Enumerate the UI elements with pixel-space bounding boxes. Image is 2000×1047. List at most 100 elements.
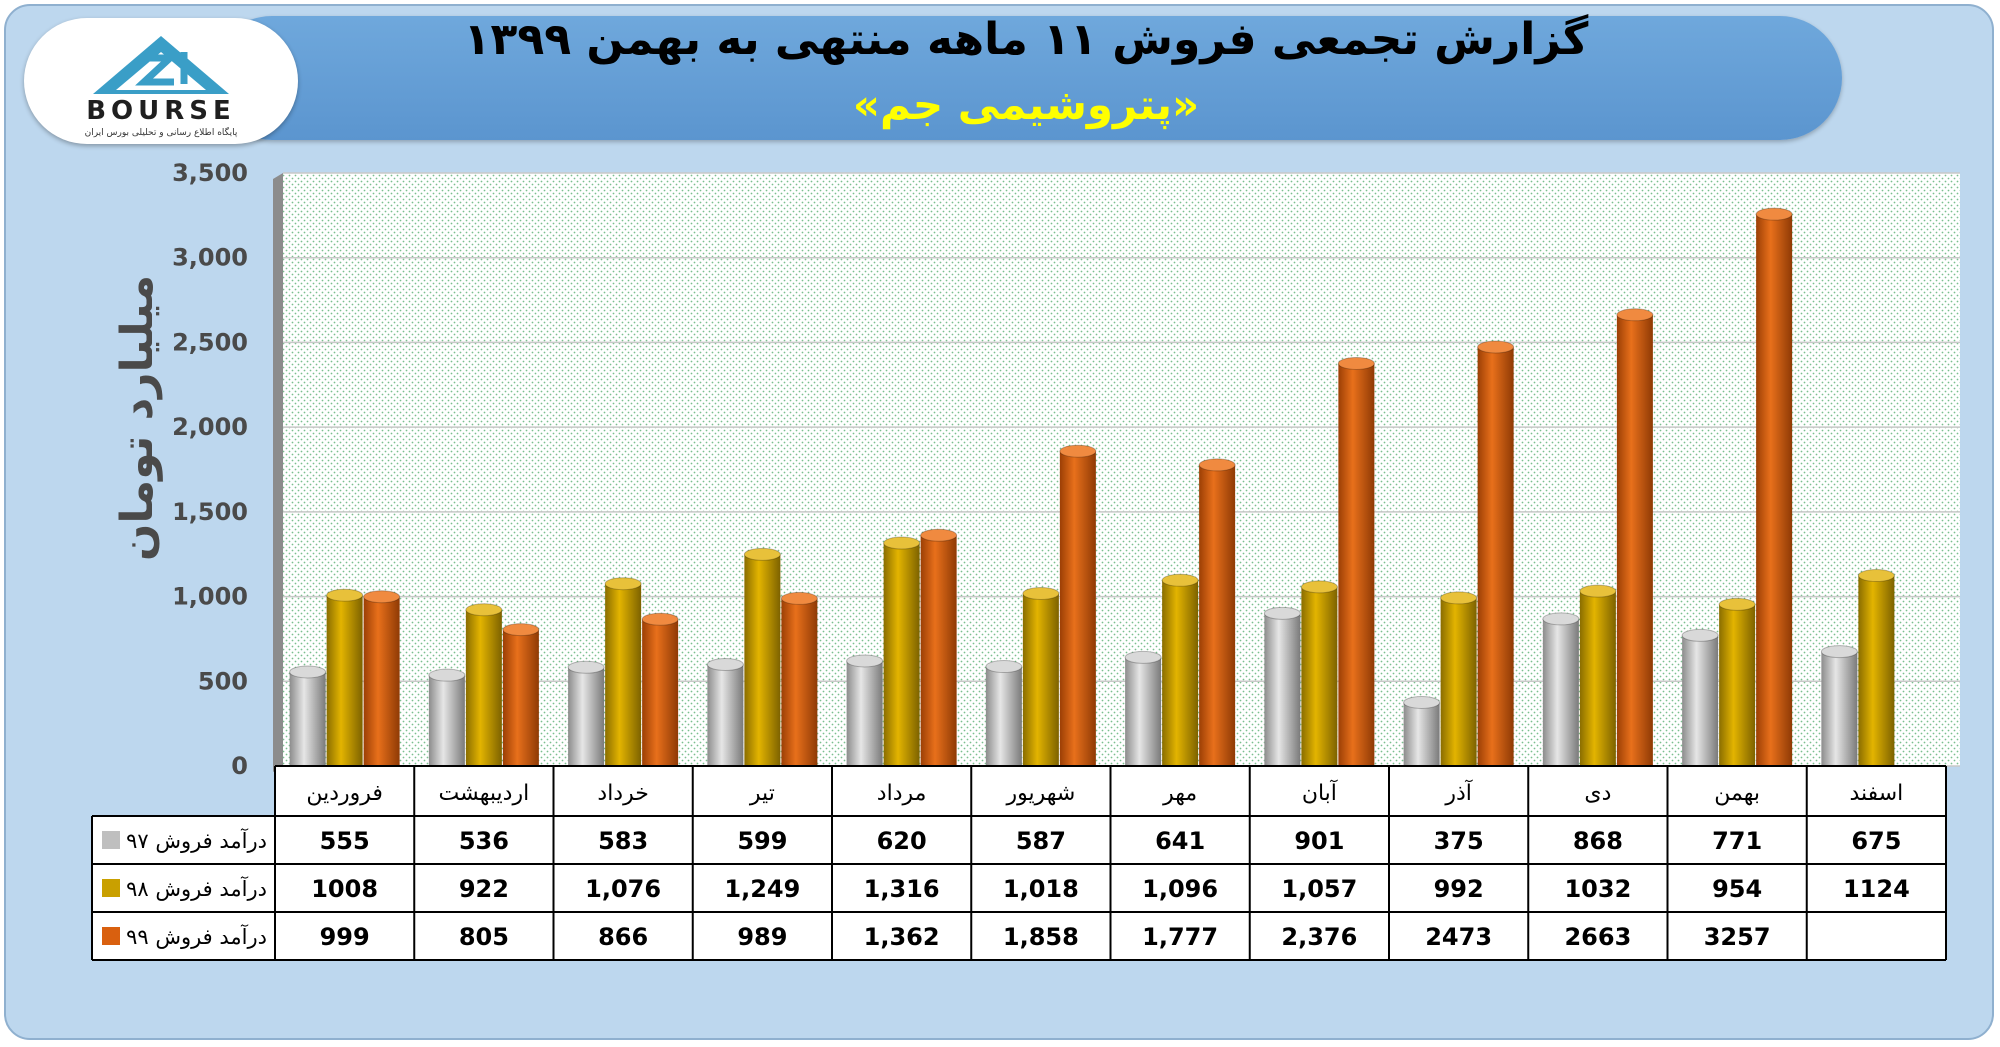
x-tick-label: اردیبهشت — [439, 781, 530, 806]
data-label: 2663 — [1564, 923, 1631, 951]
data-label: 1124 — [1843, 875, 1910, 903]
plot-area — [283, 173, 1960, 766]
data-label: 555 — [320, 827, 370, 855]
bar-97 — [289, 665, 327, 772]
data-label: 1,362 — [864, 923, 940, 951]
x-tick-label: شهریور — [1005, 781, 1075, 806]
bar-98 — [1440, 591, 1478, 772]
data-label: 1,076 — [585, 875, 661, 903]
bar-99 — [920, 528, 958, 772]
bar-98 — [743, 547, 781, 772]
data-label: 536 — [459, 827, 509, 855]
title-banner — [210, 16, 1842, 140]
legend-swatch — [102, 927, 120, 945]
bar-97 — [706, 658, 744, 772]
y-tick-label: 3,500 — [172, 159, 248, 187]
x-tick-label: تیر — [749, 781, 775, 806]
bar-99 — [1198, 458, 1236, 772]
bar-97 — [428, 668, 466, 772]
bar-99 — [1477, 340, 1515, 772]
data-label: 1,057 — [1281, 875, 1357, 903]
bar-97 — [1263, 606, 1301, 772]
bar-99 — [641, 612, 679, 772]
bar-97 — [1820, 645, 1858, 772]
logo-subtext: پایگاه اطلاع رسانی و تحلیلی بورس ایران — [84, 128, 238, 138]
data-label: 866 — [598, 923, 648, 951]
y-tick-label: 1,000 — [172, 583, 248, 611]
data-label: 675 — [1851, 827, 1901, 855]
data-label: 587 — [1016, 827, 1066, 855]
x-tick-label: اسفند — [1849, 781, 1903, 806]
bar-98 — [1022, 587, 1060, 772]
data-label: 1,777 — [1142, 923, 1218, 951]
bar-99 — [1616, 308, 1654, 772]
bar-97 — [1403, 695, 1441, 772]
data-label: 868 — [1573, 827, 1623, 855]
x-tick-label: دی — [1584, 781, 1611, 806]
legend-swatch — [102, 831, 120, 849]
data-label: 1,316 — [864, 875, 940, 903]
data-label: 805 — [459, 923, 509, 951]
bar-98 — [604, 577, 642, 772]
legend-entry: درآمد فروش ۹۸ — [126, 876, 267, 901]
x-tick-label: بهمن — [1714, 781, 1760, 806]
data-label: 1,858 — [1003, 923, 1079, 951]
y-tick-label: 1,500 — [172, 498, 248, 526]
bar-99 — [363, 590, 401, 772]
y-axis-title: میلیارد تومان — [112, 275, 163, 561]
data-label: 599 — [737, 827, 787, 855]
data-label: 901 — [1294, 827, 1344, 855]
data-label: 989 — [737, 923, 787, 951]
bar-98 — [1161, 573, 1199, 772]
bar-98 — [1718, 597, 1756, 772]
bar-99 — [1059, 444, 1097, 772]
logo-mark-icon — [93, 36, 229, 94]
data-label: 641 — [1155, 827, 1205, 855]
data-label: 1032 — [1564, 875, 1631, 903]
data-label: 1008 — [311, 875, 378, 903]
x-tick-label: فروردین — [306, 781, 383, 806]
x-tick-label: مهر — [1162, 781, 1197, 806]
data-label: 1,096 — [1142, 875, 1218, 903]
bar-99 — [502, 623, 540, 772]
data-label: 992 — [1434, 875, 1484, 903]
plot-side-wall — [273, 173, 283, 772]
data-label: 2,376 — [1281, 923, 1357, 951]
bar-97 — [1681, 628, 1719, 772]
bar-98 — [1857, 569, 1895, 772]
data-label: 999 — [320, 923, 370, 951]
data-label: 922 — [459, 875, 509, 903]
data-label: 620 — [877, 827, 927, 855]
bar-98 — [465, 603, 503, 772]
x-tick-label: آبان — [1302, 779, 1338, 806]
bar-97 — [567, 660, 605, 772]
data-label: 954 — [1712, 875, 1762, 903]
bar-99 — [1337, 356, 1375, 772]
data-label: 3257 — [1704, 923, 1771, 951]
logo-text: BOURSE — [86, 96, 236, 126]
bar-98 — [1300, 580, 1338, 772]
bar-97 — [1124, 650, 1162, 772]
data-label: 583 — [598, 827, 648, 855]
bar-99 — [1755, 207, 1793, 772]
x-tick-label: مرداد — [877, 781, 927, 806]
bar-97 — [846, 654, 884, 772]
legend-swatch — [102, 879, 120, 897]
data-label: 375 — [1434, 827, 1484, 855]
bar-98 — [1579, 584, 1617, 772]
y-tick-label: 500 — [198, 667, 248, 695]
legend-entry: درآمد فروش ۹۹ — [126, 924, 267, 949]
table-body — [92, 816, 1946, 960]
y-tick-label: 2,500 — [172, 328, 248, 356]
bar-97 — [1542, 612, 1580, 772]
data-label: 771 — [1712, 827, 1762, 855]
y-tick-label: 0 — [231, 752, 248, 780]
chart-subtitle: «پتروشیمی جم» — [852, 80, 1200, 129]
legend-entry: درآمد فروش ۹۷ — [126, 828, 267, 853]
chart-title: گزارش تجمعی فروش ۱۱ ماهه منتهی به بهمن ۱… — [463, 14, 1589, 65]
x-tick-label: آذر — [1444, 779, 1472, 806]
y-tick-label: 2,000 — [172, 413, 248, 441]
y-tick-label: 3,000 — [172, 244, 248, 272]
